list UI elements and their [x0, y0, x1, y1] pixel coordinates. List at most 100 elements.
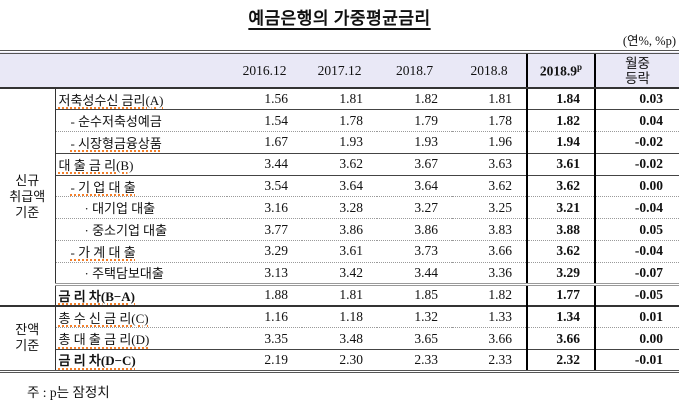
- header-col-2018-9-provisional: 2018.9p: [526, 52, 596, 89]
- row-label-text: 금 리 차(D−C): [58, 353, 136, 369]
- table-row: - 기 업 대 출 3.54 3.64 3.64 3.62 3.62 0.00: [0, 174, 679, 197]
- cell-rate-value: 1.81: [488, 91, 512, 107]
- header-col-monthly-change: 월중 등락: [595, 52, 679, 89]
- cell-row-label: - 순수저축성예금: [55, 109, 227, 132]
- cell-row-label: 금 리 차(B−A): [55, 282, 227, 306]
- cell-rate-value: 3.86: [302, 218, 377, 241]
- header-col-2017-12: 2017.12: [302, 52, 377, 89]
- rates-table: 2016.12 2017.12 2018.7 2018.8 2018.9p 월중…: [0, 50, 679, 373]
- cell-rate-value: 3.61: [526, 152, 596, 176]
- cell-rate-value: 2.32: [526, 349, 596, 372]
- table-row: - 가 계 대 출 3.29 3.61 3.73 3.66 3.62 -0.04: [0, 240, 679, 263]
- table-row: 금 리 차(D−C) 2.19 2.30 2.33 2.33 2.32 -0.01: [0, 349, 679, 372]
- cell-rate-value: 3.88: [526, 218, 596, 241]
- table-row: · 대기업 대출 3.16 3.28 3.27 3.25 3.21 -0.04: [0, 196, 679, 219]
- cell-rate-value: 2.30: [302, 349, 377, 372]
- cell-row-label: · 주택담보대출: [55, 261, 227, 285]
- table-row: 총 대 출 금 리(D) 3.35 3.48 3.65 3.66 3.66 0.00: [0, 327, 679, 350]
- cell-rate-value: 1.82: [414, 91, 438, 107]
- cell-rate-value: 1.32: [377, 304, 452, 328]
- footnote: 주 : p는 잠정치: [27, 384, 110, 400]
- cell-rate-value: 3.62: [526, 240, 596, 263]
- table-row: · 중소기업 대출 3.77 3.86 3.86 3.83 3.88 0.05: [0, 218, 679, 241]
- cell-monthly-change: 0.04: [595, 109, 679, 132]
- table-row: - 시장형금융상품 1.67 1.93 1.93 1.96 1.94 -0.02: [0, 131, 679, 154]
- row-label-text: - 시장형금융상품: [70, 135, 162, 151]
- table-row: 잔액 기준 총 수 신 금 리(C) 1.16 1.18 1.32 1.33 1.34 0.01: [0, 304, 679, 372]
- cell-rate-value: 1.81: [302, 282, 377, 306]
- cell-rate-value: 1.18: [302, 304, 377, 328]
- cell-rate-value: 1.84: [526, 88, 596, 110]
- cell-rate-value: 1.96: [452, 131, 527, 154]
- cell-rate-value: 3.42: [302, 261, 377, 285]
- row-label-text: · 주택담보대출: [84, 266, 164, 282]
- cell-row-label: 총 수 신 금 리(C): [55, 304, 227, 328]
- table-group-0: 신규 취급액 기준 저축성수신 금리(A) 1.56 1.81 1.82 1.81 1.84 0.…: [0, 88, 679, 306]
- provisional-superscript: p: [577, 61, 583, 72]
- row-label-text: - 순수저축성예금: [70, 114, 162, 130]
- cell-rate-value: 1.79: [377, 109, 452, 132]
- row-label-text: - 가 계 대 출: [70, 244, 136, 260]
- header-corner-cell: [0, 52, 227, 89]
- header-col-2016-12: 2016.12: [227, 52, 302, 89]
- cell-rate-value: 3.28: [302, 196, 377, 219]
- cell-rate-value: 3.44: [227, 152, 302, 176]
- cell-rate-value: 3.16: [227, 196, 302, 219]
- cell-rate-value: 3.54: [227, 174, 302, 197]
- cell-rate-value: 1.88: [227, 282, 302, 306]
- cell-rate-value: 1.85: [377, 282, 452, 306]
- cell-row-label: 총 대 출 금 리(D): [55, 327, 227, 350]
- cell-row-label: · 중소기업 대출: [55, 218, 227, 241]
- cell-rate-value: 1.93: [302, 131, 377, 154]
- cell-rate-value: 2.33: [452, 349, 527, 372]
- cell-rate-value: 3.62: [526, 174, 596, 197]
- cell-rate-value: 3.66: [452, 327, 527, 350]
- cell-rate-value: 3.48: [302, 327, 377, 350]
- cell-rate-value: 3.29: [227, 240, 302, 263]
- table-row: - 순수저축성예금 1.54 1.78 1.79 1.78 1.82 0.04: [0, 109, 679, 132]
- cell-monthly-change: 0.03: [639, 91, 663, 107]
- cell-rate-value: 1.93: [377, 131, 452, 154]
- header-col-2018-8: 2018.8: [452, 52, 527, 89]
- cell-monthly-change: -0.02: [595, 152, 679, 176]
- cell-row-label: 금 리 차(D−C): [55, 349, 227, 372]
- row-label-text: - 기 업 대 출: [70, 179, 136, 195]
- cell-row-label: - 기 업 대 출: [55, 174, 227, 197]
- page-title: 예금은행의 가중평균금리: [248, 9, 431, 28]
- cell-monthly-change: -0.01: [595, 349, 679, 372]
- cell-rate-value: 3.77: [227, 218, 302, 241]
- cell-monthly-change: -0.02: [595, 131, 679, 154]
- table-row: 신규 취급액 기준 저축성수신 금리(A) 1.56 1.81 1.82 1.81 1.84 0.…: [0, 88, 679, 306]
- cell-row-label: - 가 계 대 출: [55, 240, 227, 263]
- cell-rate-value: 3.61: [302, 240, 377, 263]
- cell-monthly-change: 0.00: [595, 327, 679, 350]
- row-label-text: 대 출 금 리(B): [58, 157, 134, 173]
- table-row: · 주택담보대출 3.13 3.42 3.44 3.36 3.29 -0.07: [0, 261, 679, 285]
- cell-monthly-change: -0.07: [595, 261, 679, 285]
- cell-rate-value: 3.36: [452, 261, 527, 285]
- table-header: 2016.12 2017.12 2018.7 2018.8 2018.9p 월중…: [0, 52, 679, 89]
- cell-monthly-change: 0.05: [595, 218, 679, 241]
- cell-rate-value: 1.81: [339, 91, 363, 107]
- cell-rate-value: 3.13: [227, 261, 302, 285]
- cell-rate-value: 1.94: [526, 131, 596, 154]
- cell-rate-value: 3.66: [452, 240, 527, 263]
- cell-rate-value: 3.63: [452, 152, 527, 176]
- cell-rate-value: 1.67: [227, 131, 302, 154]
- cell-monthly-change: 0.00: [595, 174, 679, 197]
- row-label-text: 저축성수신 금리(A): [58, 92, 164, 108]
- row-group-label: 신규 취급액 기준: [0, 88, 56, 306]
- cell-rate-value: 3.27: [377, 196, 452, 219]
- cell-rate-value: 3.25: [452, 196, 527, 219]
- cell-rate-value: 2.33: [377, 349, 452, 372]
- cell-rate-value: 3.67: [377, 152, 452, 176]
- cell-rate-value: 3.64: [377, 174, 452, 197]
- cell-rate-value: 3.86: [377, 218, 452, 241]
- cell-rate-value: 1.82: [452, 282, 527, 306]
- cell-rate-value: 1.34: [526, 304, 596, 328]
- table-row: 금 리 차(B−A) 1.88 1.81 1.85 1.82 1.77 -0.05: [0, 282, 679, 306]
- cell-rate-value: 3.66: [526, 327, 596, 350]
- header-col-2018-7: 2018.7: [377, 52, 452, 89]
- unit-note: (연%, %p): [622, 34, 676, 48]
